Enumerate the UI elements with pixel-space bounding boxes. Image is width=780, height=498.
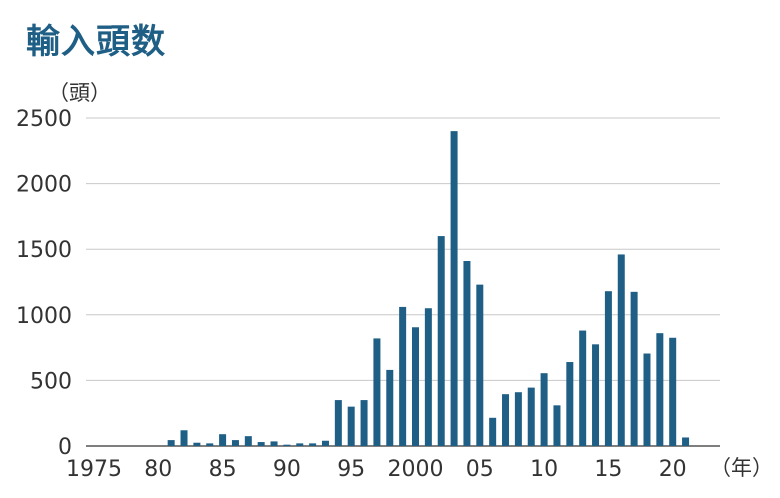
y-tick-label: 2000 <box>16 173 72 198</box>
x-axis-unit: （年） <box>710 456 773 480</box>
x-tick-label: 05 <box>466 457 494 482</box>
bar-2021 <box>682 437 690 446</box>
x-tick-label: 1975 <box>66 457 122 482</box>
x-tick-label: 85 <box>209 457 237 482</box>
x-tick-label: 95 <box>337 457 365 482</box>
bar-2018 <box>643 353 651 446</box>
bars <box>167 131 690 446</box>
bar-1996 <box>360 400 368 446</box>
bar-2002 <box>437 236 445 446</box>
bar-1981 <box>167 440 175 446</box>
bar-2011 <box>553 405 561 446</box>
bar-1982 <box>180 430 188 446</box>
y-tick-label: 1500 <box>16 238 72 263</box>
bar-2016 <box>617 254 625 446</box>
bar-2004 <box>463 261 471 446</box>
bar-2015 <box>604 291 612 446</box>
bar-2010 <box>540 373 548 446</box>
bar-1988 <box>257 442 265 446</box>
bar-2006 <box>489 417 497 446</box>
y-tick-label: 2500 <box>16 107 72 132</box>
bar-1983 <box>193 442 201 446</box>
bar-2009 <box>527 387 535 446</box>
bar-2014 <box>592 344 600 446</box>
bar-1985 <box>219 434 227 446</box>
bar-2007 <box>502 394 510 446</box>
bar-1993 <box>321 440 329 446</box>
y-axis-tick-labels: 0 500 1000 1500 2000 2500 <box>16 107 72 460</box>
y-tick-label: 1000 <box>16 304 72 329</box>
bar-2001 <box>424 308 432 446</box>
bar-2003 <box>450 131 458 446</box>
y-tick-label: 500 <box>30 369 72 394</box>
bar-1986 <box>231 440 239 446</box>
y-axis-unit: （頭） <box>48 81 111 105</box>
bar-1997 <box>373 338 381 446</box>
bar-1987 <box>244 436 252 446</box>
bar-2020 <box>669 337 677 446</box>
x-tick-label: 80 <box>144 457 172 482</box>
bar-1989 <box>270 441 278 446</box>
bar-2005 <box>476 284 484 446</box>
bar-2017 <box>630 291 638 446</box>
x-tick-label: 90 <box>273 457 301 482</box>
bar-1994 <box>334 400 342 446</box>
bar-2019 <box>656 333 664 446</box>
bar-2012 <box>566 362 574 446</box>
bar-2008 <box>514 392 522 446</box>
bar-1990 <box>283 444 291 446</box>
bar-2000 <box>412 327 419 446</box>
x-tick-label: 10 <box>530 457 558 482</box>
x-tick-label: 2000 <box>388 457 444 482</box>
bar-1995 <box>347 406 355 446</box>
x-tick-label: 20 <box>659 457 687 482</box>
bar-1998 <box>386 369 394 446</box>
bar-1999 <box>399 306 407 446</box>
bar-2013 <box>579 330 587 446</box>
chart-title: 輸入頭数 <box>26 22 166 62</box>
x-tick-label: 15 <box>594 457 622 482</box>
bar-1992 <box>309 443 317 446</box>
bar-1984 <box>206 443 214 446</box>
bar-1991 <box>296 443 304 446</box>
x-axis-tick-labels: 1975 80 85 90 95 2000 05 10 15 20 <box>66 457 687 482</box>
y-tick-label: 0 <box>58 435 72 460</box>
